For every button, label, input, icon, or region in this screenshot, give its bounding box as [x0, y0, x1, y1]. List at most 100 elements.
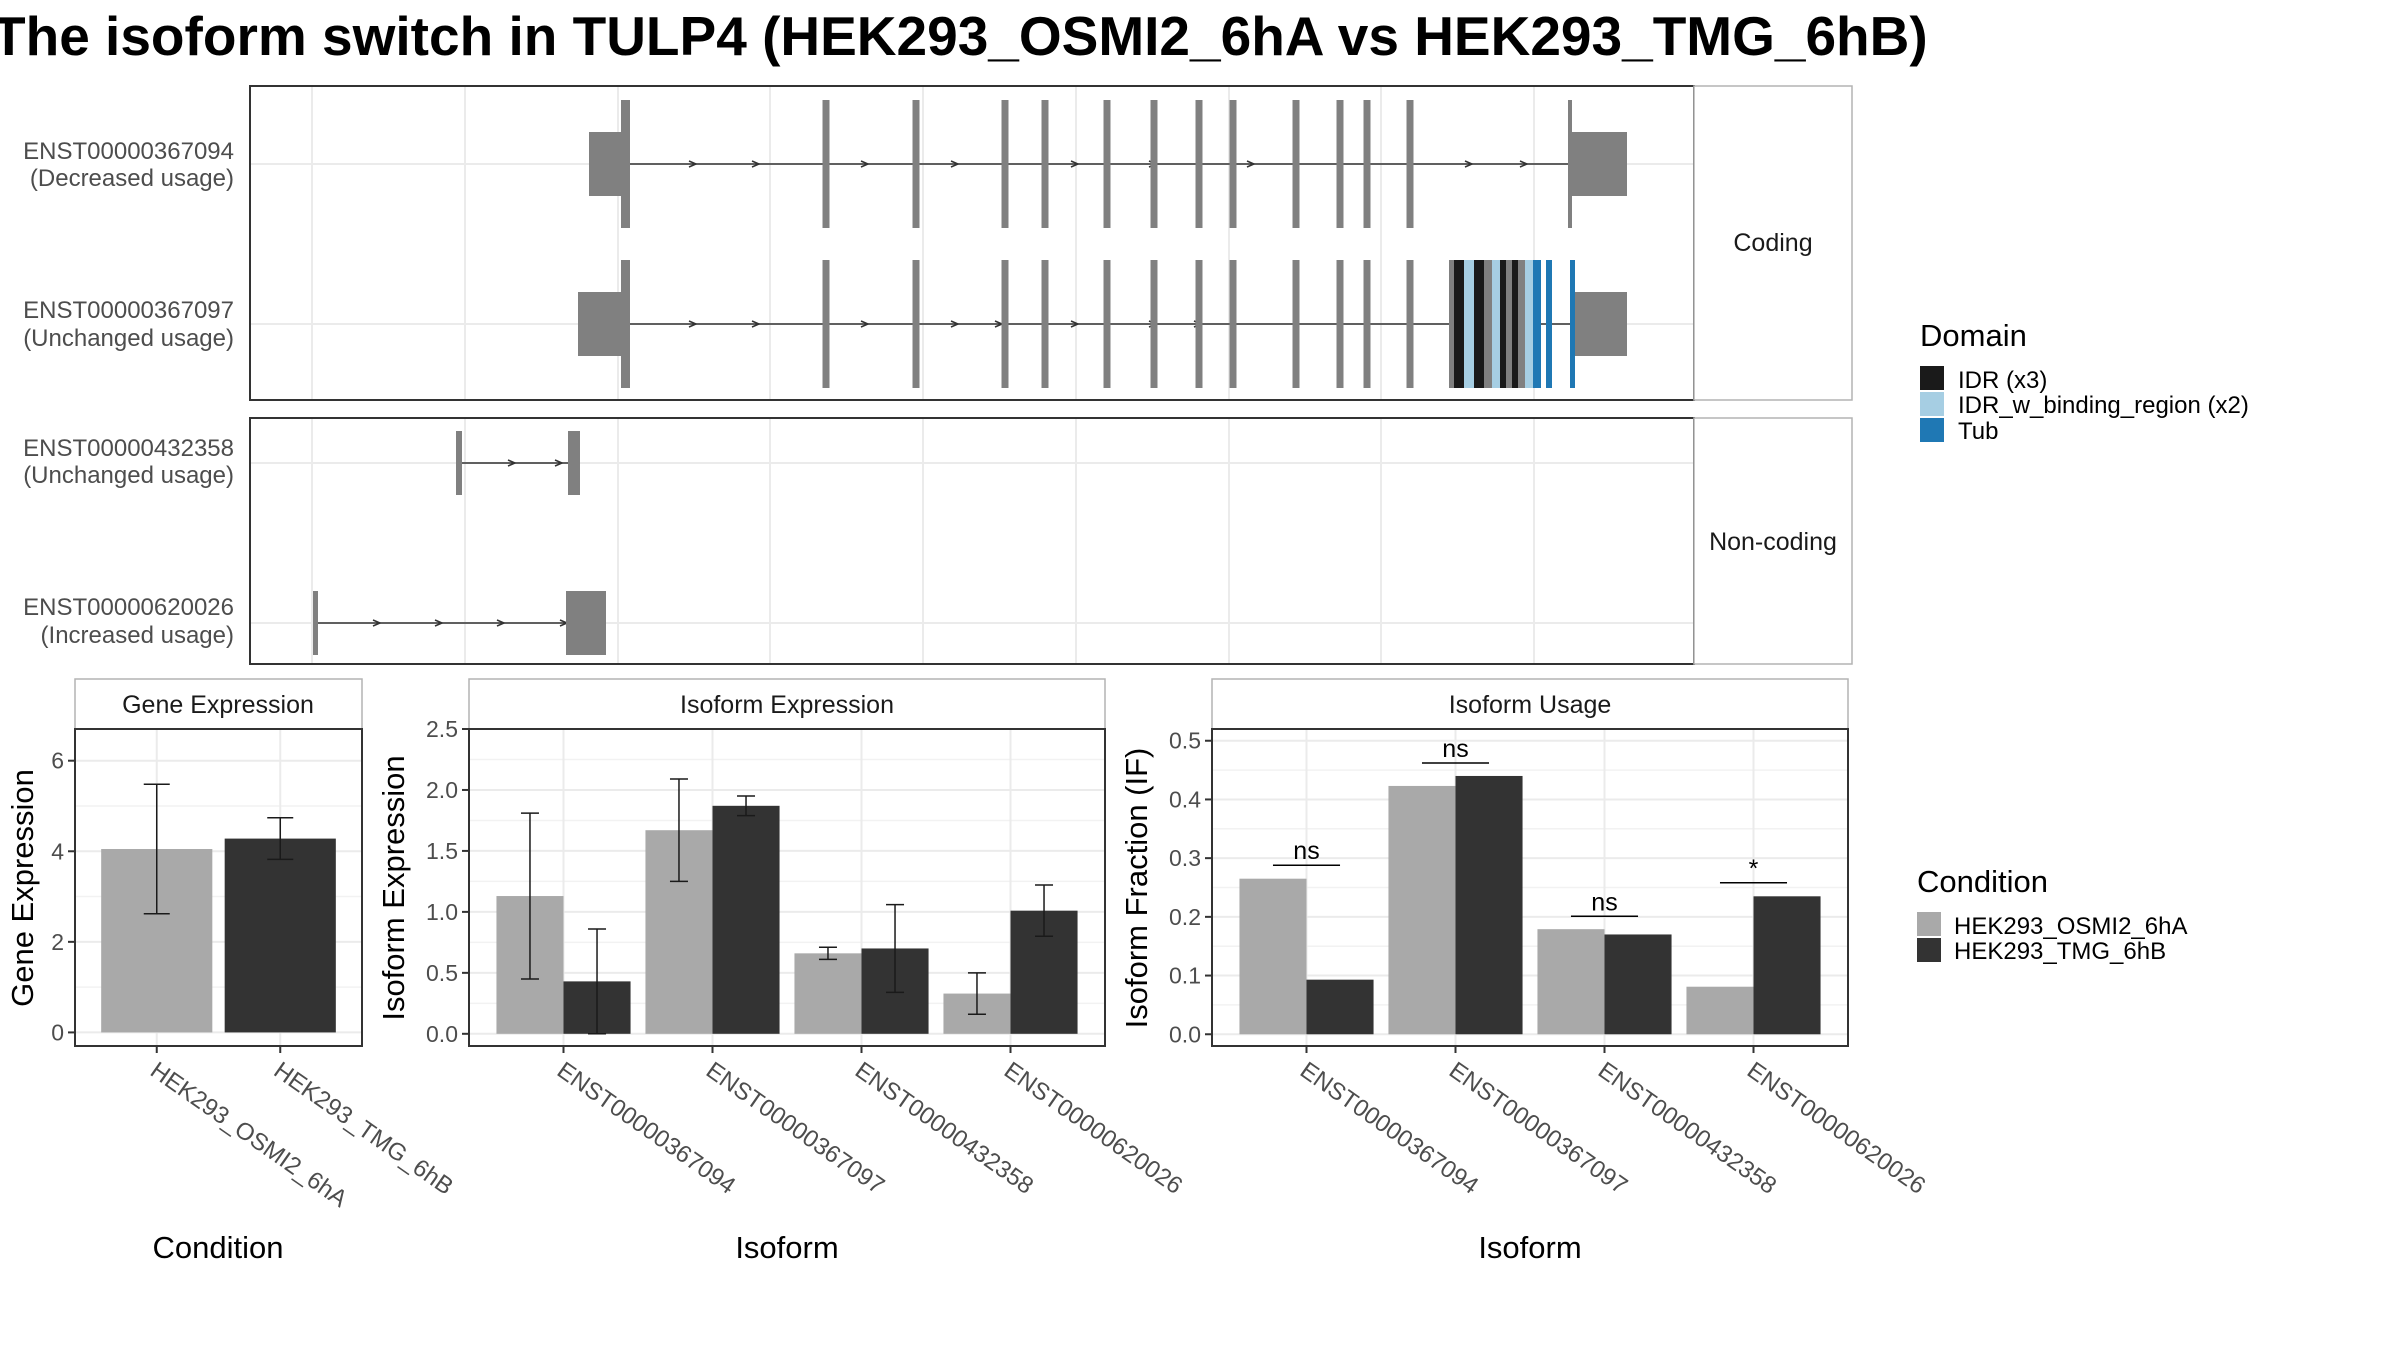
strand-arrow: [1464, 160, 1474, 168]
strand-arrow: [860, 320, 870, 328]
y-tick-label: 0.4: [1169, 786, 1201, 812]
exon: [1001, 100, 1009, 228]
transcript-label-id: ENST00000367097: [23, 297, 234, 324]
isoform-usage-title: Isoform Usage: [1449, 691, 1612, 719]
exon: [1484, 260, 1492, 388]
exon: [1363, 260, 1371, 388]
legend-label-idr: IDR (x3): [1958, 367, 2047, 394]
y-tick-label: 0.1: [1169, 963, 1201, 989]
exon: [1474, 260, 1484, 388]
noncoding-strip: [1693, 417, 1853, 665]
legend-label-idr-binding: IDR_w_binding_region (x2): [1958, 392, 2249, 419]
gene-expression-plot: [75, 729, 362, 1046]
legend-swatch-tub: [1920, 418, 1944, 442]
exon: [1363, 100, 1371, 228]
legend-swatch-cond-a: [1917, 912, 1941, 936]
exon: [1570, 260, 1575, 388]
y-tick-label: 1.0: [426, 899, 458, 925]
transcript-label-usage: (Decreased usage): [30, 165, 234, 192]
y-tick-label: 6: [51, 748, 64, 774]
bar: [794, 953, 862, 1034]
strand-arrow: [860, 160, 870, 168]
exon: [568, 431, 580, 495]
exon: [456, 431, 462, 495]
y-tick-label: 4: [51, 838, 64, 864]
exon: [621, 260, 630, 388]
y-tick-label: 1.5: [426, 838, 458, 864]
exon: [1103, 100, 1111, 228]
y-tick-label: 0.5: [426, 960, 458, 986]
exon: [1150, 260, 1158, 388]
bar: [1306, 979, 1374, 1035]
exon: [1518, 260, 1525, 388]
strand-arrow: [751, 320, 761, 328]
exon: [1041, 100, 1049, 228]
exon: [1229, 260, 1237, 388]
exon: [1525, 260, 1533, 388]
exon: [313, 591, 318, 655]
strand-arrow: [688, 320, 698, 328]
exon: [1229, 100, 1237, 228]
strand-arrow: [554, 459, 564, 467]
exon: [621, 100, 630, 228]
legend-swatch-idr-binding: [1920, 392, 1944, 416]
exon: [1406, 100, 1414, 228]
y-tick-label: 2.0: [426, 777, 458, 803]
y-tick-label: 2: [51, 929, 64, 955]
bar: [712, 805, 780, 1034]
isoform-expression-plot: [469, 728, 1105, 1046]
strand-arrow: [751, 160, 761, 168]
isoform-expression-chart: Isoform Expression 0.00.51.01.52.02.5ENS…: [376, 678, 1187, 1265]
isoform-usage-chart: Isoform Usage ns ns ns * 0.0 0.1 0.2 0.3 0.4 0.5…: [1119, 678, 1930, 1265]
coding-strip-label: Coding: [1733, 229, 1812, 257]
strand-arrow: [950, 320, 960, 328]
strand-arrow: [688, 160, 698, 168]
isoform-usage-strip: [1211, 678, 1849, 730]
legend-swatch-idr: [1920, 366, 1944, 390]
exon: [1195, 100, 1203, 228]
strand-arrow: [1070, 160, 1080, 168]
domain-legend-title: Domain: [1920, 318, 2027, 353]
exon: [912, 100, 920, 228]
exon: [1406, 260, 1414, 388]
significance-label: ns: [1442, 735, 1468, 763]
strand-arrow: [496, 619, 506, 627]
exon: [1150, 100, 1158, 228]
transcript-label-id: ENST00000620026: [23, 594, 234, 621]
noncoding-panel-border: [249, 417, 1695, 665]
exon: [1454, 260, 1464, 388]
exon: [912, 260, 920, 388]
strand-arrow: [372, 619, 382, 627]
exon: [1568, 100, 1572, 228]
exon: [1464, 260, 1474, 388]
exon: [1506, 260, 1512, 388]
exon: [1336, 100, 1344, 228]
bar: [1537, 929, 1605, 1035]
significance-label: ns: [1591, 888, 1617, 916]
y-tick-label: 0: [51, 1019, 64, 1045]
y-tick-label: 0.3: [1169, 845, 1201, 871]
exon: [1546, 260, 1552, 388]
gene-expression-ylabel: Gene Expression: [5, 769, 40, 1007]
strand-arrow: [434, 619, 444, 627]
strand-arrow: [950, 160, 960, 168]
isoform-usage-xlabel: Isoform: [1478, 1230, 1581, 1265]
isoform-usage-plot: ns ns ns *: [1212, 729, 1848, 1046]
domain-legend: Domain IDR (x3) IDR_w_binding_region (x2…: [1920, 318, 2249, 445]
exon: [822, 100, 830, 228]
y-tick-label: 0.0: [1169, 1021, 1201, 1047]
legend-label-cond-a: HEK293_OSMI2_6hA: [1954, 913, 2187, 940]
exon: [1572, 132, 1627, 196]
exon: [578, 292, 623, 356]
y-tick-label: 0.5: [1169, 728, 1201, 754]
bar: [1239, 878, 1307, 1035]
isoform-expression-title: Isoform Expression: [680, 691, 894, 719]
y-tick-label: 0.0: [426, 1021, 458, 1047]
isoform-expression-ylabel: Isoform Expression: [376, 755, 411, 1020]
bar: [1686, 986, 1754, 1035]
legend-label-tub: Tub: [1958, 418, 1998, 445]
transcript-label-id: ENST00000367094: [23, 138, 234, 165]
strand-arrow: [1519, 160, 1529, 168]
significance-label: ns: [1293, 837, 1319, 865]
transcript-plot: Coding Non-coding ENST00000367094 (Decre…: [23, 85, 1853, 665]
